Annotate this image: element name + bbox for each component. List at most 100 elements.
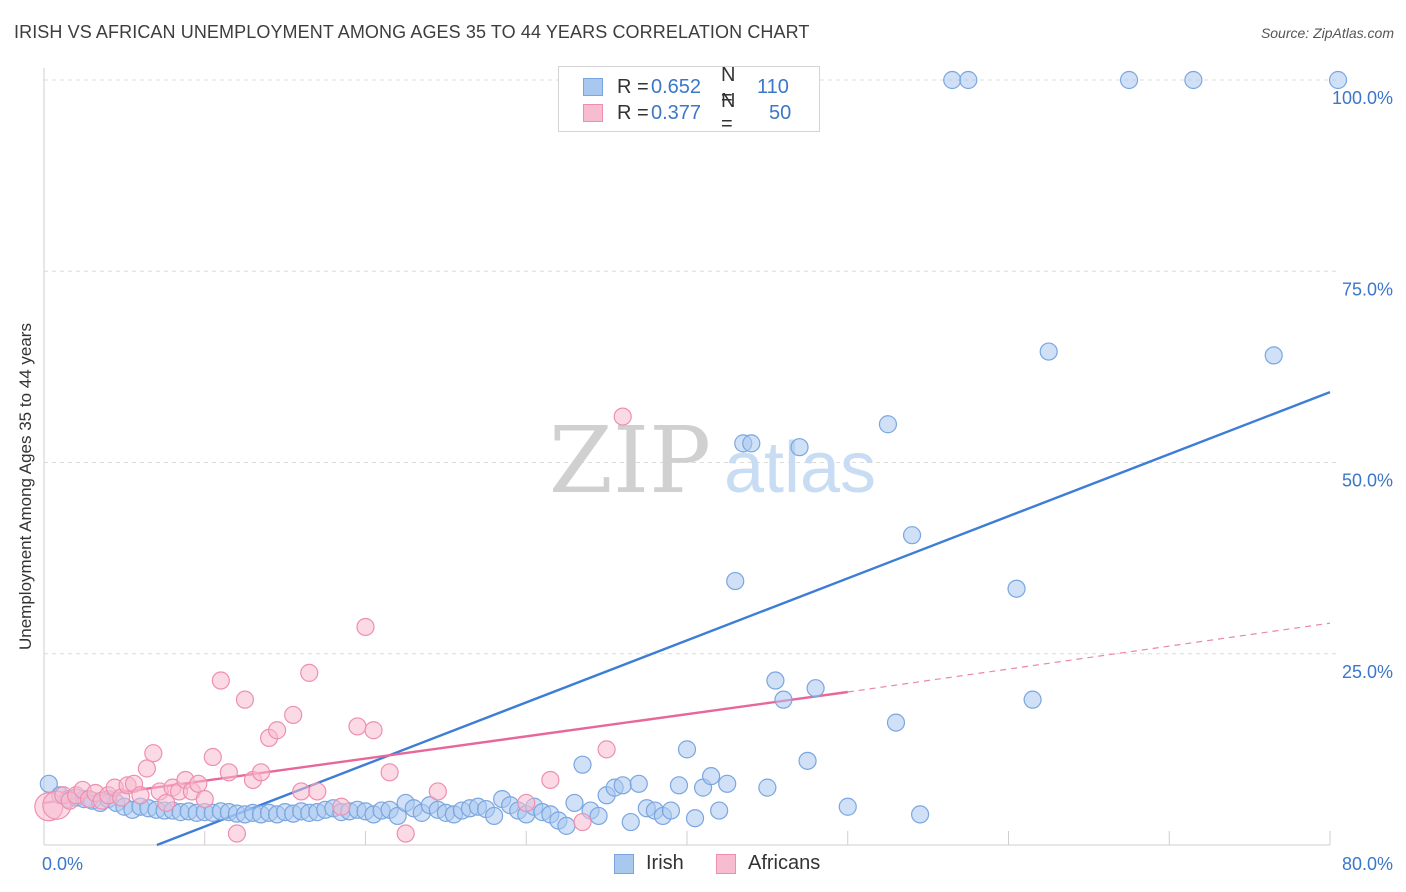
y-tick-label: 100.0% [1332, 88, 1393, 108]
point-africans [284, 705, 303, 725]
point-africans [292, 782, 311, 801]
point-irish [621, 812, 640, 832]
point-africans [195, 789, 214, 809]
legend-item-africans: Africans [716, 852, 820, 875]
x-tick-label: 0.0% [42, 854, 83, 874]
point-irish [718, 774, 737, 793]
point-irish [878, 415, 898, 434]
point-irish [1007, 579, 1026, 598]
point-africans [517, 793, 536, 813]
point-irish [702, 767, 721, 786]
point-irish [669, 776, 689, 795]
point-africans [211, 671, 230, 690]
chart-title: IRISH VS AFRICAN UNEMPLOYMENT AMONG AGES… [14, 22, 810, 42]
point-irish [902, 526, 922, 545]
legend-swatch-irish [583, 78, 603, 96]
legend-n-value-africans: 50 [769, 101, 792, 124]
legend-r-label: R = [617, 75, 649, 98]
point-africans [332, 797, 351, 816]
point-africans [267, 721, 287, 740]
legend-label-africans: Africans [748, 852, 821, 874]
point-africans [613, 407, 632, 426]
y-tick-label: 50.0% [1342, 471, 1393, 491]
point-africans [189, 774, 208, 793]
point-africans [541, 770, 560, 790]
point-irish [1328, 70, 1348, 90]
point-irish [661, 801, 681, 820]
point-africans [203, 747, 222, 767]
point-irish [766, 671, 785, 690]
point-africans [137, 759, 156, 778]
point-irish [910, 805, 930, 824]
point-irish [557, 816, 576, 835]
point-africans [396, 824, 415, 843]
point-irish [1264, 346, 1283, 365]
point-africans [348, 717, 367, 736]
point-irish [710, 801, 729, 820]
legend-item-irish: Irish [614, 852, 684, 875]
point-africans [144, 744, 163, 763]
point-irish [959, 70, 978, 90]
stats-legend: R = 0.652 N = 110 R = 0.377 N = 50 [558, 64, 820, 135]
point-africans [573, 812, 592, 832]
point-irish [798, 751, 817, 770]
point-africans [131, 786, 150, 805]
point-africans [597, 740, 616, 759]
point-irish [758, 778, 777, 797]
point-africans [251, 763, 271, 782]
point-africans [157, 793, 176, 813]
trendline-africans-extension [847, 622, 1331, 693]
point-irish [1023, 690, 1042, 709]
legend-r-value-africans: 0.377 [651, 101, 702, 124]
point-irish [573, 755, 592, 774]
point-irish [726, 571, 745, 591]
legend-swatch-africans [583, 104, 603, 122]
y-axis-label: Unemployment Among Ages 35 to 44 years [16, 323, 35, 650]
point-africans [428, 782, 447, 801]
y-tick-label: 75.0% [1342, 279, 1393, 299]
point-irish [774, 690, 793, 709]
point-africans [235, 690, 255, 709]
point-irish [677, 740, 697, 759]
point-irish [742, 434, 761, 453]
point-africans [219, 763, 238, 782]
point-africans [227, 824, 246, 843]
legend-n-label: N = [721, 64, 736, 109]
point-irish [806, 679, 825, 698]
point-africans [380, 763, 399, 782]
point-africans [356, 617, 375, 637]
legend-n-value-irish: 110 [757, 75, 789, 98]
legend-row-irish: R = 0.652 N = 110 [583, 64, 789, 109]
watermark-zip: ZIP [549, 407, 711, 514]
point-irish [485, 806, 504, 826]
point-irish [388, 806, 407, 826]
point-irish [613, 776, 632, 795]
legend-swatch-africans [716, 853, 736, 874]
point-irish [790, 438, 809, 457]
point-irish [589, 806, 608, 826]
point-irish [838, 797, 857, 816]
y-tick-label: 25.0% [1342, 662, 1393, 682]
legend-n-label: N = [721, 90, 736, 135]
source-label: Source: ZipAtlas.com [1260, 25, 1394, 41]
legend-label-irish: Irish [646, 852, 684, 874]
point-irish [565, 793, 584, 813]
point-africans [308, 782, 327, 801]
point-irish [685, 809, 705, 828]
point-irish [943, 70, 962, 90]
series-legend: Irish Africans [0, 852, 1406, 878]
point-irish [1039, 342, 1058, 361]
point-africans [300, 663, 319, 682]
point-irish [629, 774, 648, 793]
legend-swatch-irish [614, 853, 634, 874]
point-irish [1119, 70, 1139, 90]
legend-row-africans: R = 0.377 N = 50 [583, 90, 792, 135]
legend-r-label: R = [617, 101, 649, 124]
point-irish [886, 713, 906, 732]
point-irish [1184, 70, 1203, 90]
x-tick-label: 80.0% [1342, 854, 1393, 874]
trendline-irish [156, 391, 1331, 847]
legend-r-value-irish: 0.652 [651, 75, 702, 98]
point-africans [364, 721, 383, 740]
